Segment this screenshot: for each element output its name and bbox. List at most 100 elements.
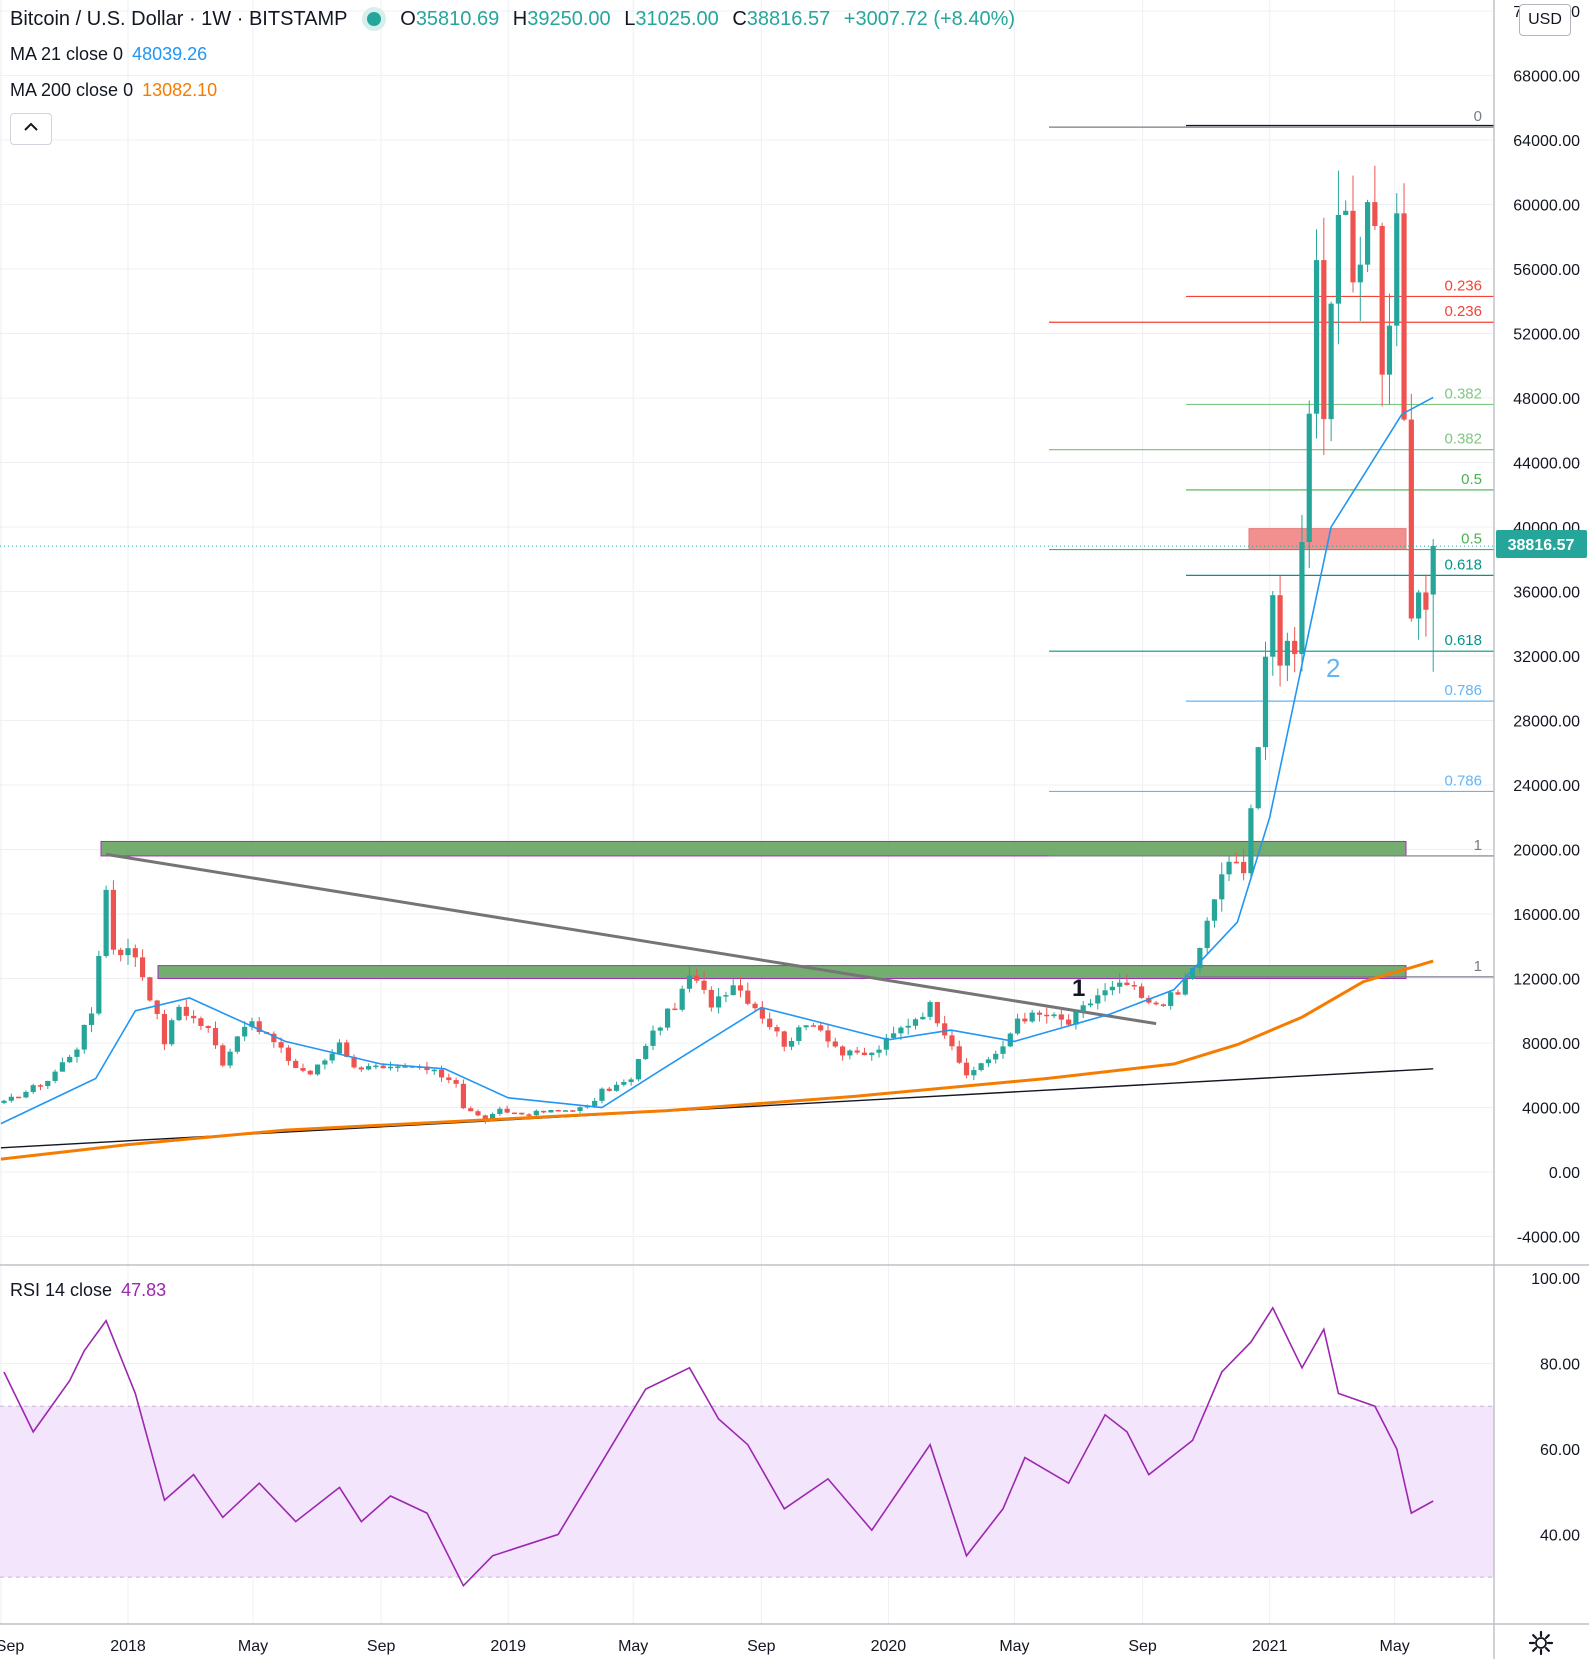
rsi-legend[interactable]: RSI 14 close 47.83	[10, 1280, 166, 1301]
candle-body	[956, 1046, 962, 1063]
rsi-tick-label: 60.00	[1540, 1442, 1580, 1459]
collapse-legend-button[interactable]	[10, 113, 52, 145]
candle-body	[963, 1062, 970, 1076]
ma200-legend[interactable]: MA 200 close 0 13082.10	[10, 80, 217, 101]
candle-body	[1014, 1018, 1021, 1034]
low-label: L	[624, 8, 636, 30]
time-tick-label: May	[238, 1638, 268, 1655]
time-axis[interactable]: Sep 2018 May Sep 2019 May Sep 2020 May Sep 2021 May	[0, 1638, 1410, 1655]
candle-body	[679, 988, 685, 1010]
wave-2-label: 2	[1326, 653, 1340, 683]
candle-body	[1226, 861, 1232, 875]
gear-icon	[1528, 1630, 1554, 1656]
price-tick-label: 4000.00	[1522, 1101, 1580, 1118]
currency-button[interactable]: USD	[1519, 4, 1571, 36]
fib-a-label: 1	[1474, 837, 1482, 854]
ma21-legend[interactable]: MA 21 close 0 48039.26	[10, 44, 207, 65]
price-tick-label: 32000.00	[1513, 649, 1580, 666]
candle-body	[1430, 546, 1436, 595]
price-tick-label: 0.00	[1549, 1165, 1580, 1182]
candle-body	[1051, 1014, 1057, 1017]
candle-body	[387, 1066, 394, 1069]
candle-body	[278, 1042, 284, 1048]
price-tick-label: 36000.00	[1513, 585, 1580, 602]
candle-body	[8, 1096, 14, 1101]
high-label: H	[512, 8, 528, 30]
candle-body	[1262, 656, 1269, 748]
candle-body	[1066, 1019, 1072, 1025]
fib-b-label: 1	[1474, 958, 1482, 975]
candle-body	[839, 1046, 846, 1056]
candle-body	[905, 1025, 911, 1028]
candle-body	[1168, 992, 1174, 1006]
candle-body	[694, 975, 700, 981]
symbol-legend: Bitcoin / U.S. Dollar · 1W · BITSTAMP O3…	[10, 8, 1016, 30]
candle-body	[562, 1110, 569, 1112]
candle-body	[1372, 202, 1378, 226]
candle-body	[249, 1021, 255, 1027]
ma200-series-line	[0, 959, 1434, 1161]
price-tick-label: 8000.00	[1522, 1036, 1580, 1053]
candle-body	[30, 1085, 36, 1092]
candle-body	[847, 1050, 853, 1056]
candle-body	[1109, 986, 1115, 991]
candle-body	[475, 1111, 481, 1116]
price-axis[interactable]: 72000.0068000.0064000.0060000.0056000.00…	[1513, 4, 1580, 1247]
market-status-icon	[366, 12, 381, 26]
fib-a-label: 0	[1474, 108, 1482, 125]
candle-body	[796, 1027, 802, 1041]
candle-body	[489, 1113, 496, 1122]
price-tick-label: 16000.00	[1513, 907, 1580, 924]
candle-body	[942, 1023, 948, 1036]
candle-body	[759, 1008, 765, 1019]
candle-body	[1044, 1014, 1050, 1017]
candle-body	[1321, 260, 1327, 420]
candle-body	[1241, 861, 1247, 874]
candle-body	[395, 1066, 401, 1068]
candle-body	[664, 1008, 671, 1028]
time-tick-label: May	[618, 1638, 648, 1655]
candle-body	[621, 1081, 627, 1085]
candle-body	[256, 1021, 262, 1033]
candle-body	[1036, 1012, 1043, 1015]
settings-button[interactable]	[1527, 1629, 1555, 1657]
candle-body	[1335, 214, 1342, 304]
candle-body	[336, 1042, 343, 1054]
candle-body	[482, 1115, 488, 1122]
candle-body	[686, 975, 693, 989]
candle-body	[52, 1071, 58, 1081]
candle-body	[1313, 260, 1320, 414]
candle-body	[1277, 595, 1283, 666]
candle-body	[446, 1077, 452, 1081]
candle-body	[198, 1018, 204, 1026]
candle-body	[366, 1066, 372, 1070]
candle-body	[716, 996, 722, 1008]
candle-body	[1401, 213, 1407, 420]
candle-body	[438, 1069, 445, 1078]
candle-body	[322, 1060, 328, 1065]
ma200-label: MA 200 close 0	[10, 80, 134, 100]
candle-body	[300, 1068, 306, 1071]
candle-body	[88, 1013, 95, 1025]
candle-body	[752, 1003, 758, 1009]
candle-body	[1233, 861, 1239, 864]
candle-body	[1160, 1004, 1167, 1006]
candle-body	[1000, 1046, 1006, 1054]
candle-body	[635, 1059, 642, 1080]
rsi-axis[interactable]: 100.00 80.00 60.00 40.00	[1531, 1271, 1580, 1544]
interval-label[interactable]: 1W	[201, 8, 232, 30]
candle-body	[227, 1051, 233, 1066]
candle-body	[818, 1025, 824, 1031]
candle-body	[453, 1080, 459, 1084]
high-value: 39250.00	[527, 8, 611, 30]
candle-body	[832, 1041, 838, 1047]
candle-body	[67, 1056, 73, 1063]
chevron-up-icon	[24, 122, 38, 131]
close-label: C	[732, 8, 747, 30]
symbol-name[interactable]: Bitcoin / U.S. Dollar	[10, 8, 184, 30]
candle-body	[154, 1000, 160, 1014]
candle-body	[1270, 595, 1276, 657]
candle-body	[949, 1035, 955, 1047]
candle-body	[1248, 808, 1254, 874]
